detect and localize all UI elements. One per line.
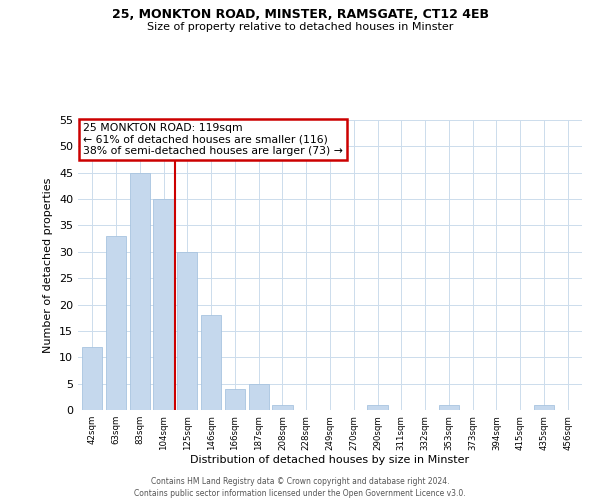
- Bar: [82, 346, 103, 410]
- Bar: [130, 172, 150, 410]
- Text: 25 MONKTON ROAD: 119sqm
← 61% of detached houses are smaller (116)
38% of semi-d: 25 MONKTON ROAD: 119sqm ← 61% of detache…: [83, 123, 343, 156]
- Text: Contains public sector information licensed under the Open Government Licence v3: Contains public sector information licen…: [134, 489, 466, 498]
- Text: Size of property relative to detached houses in Minster: Size of property relative to detached ho…: [147, 22, 453, 32]
- Bar: [367, 404, 388, 410]
- Y-axis label: Number of detached properties: Number of detached properties: [43, 178, 53, 352]
- X-axis label: Distribution of detached houses by size in Minster: Distribution of detached houses by size …: [190, 456, 470, 466]
- Bar: [225, 389, 245, 410]
- Bar: [177, 252, 197, 410]
- Bar: [272, 404, 293, 410]
- Bar: [248, 384, 269, 410]
- Bar: [534, 404, 554, 410]
- Bar: [154, 199, 173, 410]
- Bar: [201, 315, 221, 410]
- Text: Contains HM Land Registry data © Crown copyright and database right 2024.: Contains HM Land Registry data © Crown c…: [151, 478, 449, 486]
- Bar: [106, 236, 126, 410]
- Bar: [439, 404, 459, 410]
- Text: 25, MONKTON ROAD, MINSTER, RAMSGATE, CT12 4EB: 25, MONKTON ROAD, MINSTER, RAMSGATE, CT1…: [112, 8, 488, 20]
